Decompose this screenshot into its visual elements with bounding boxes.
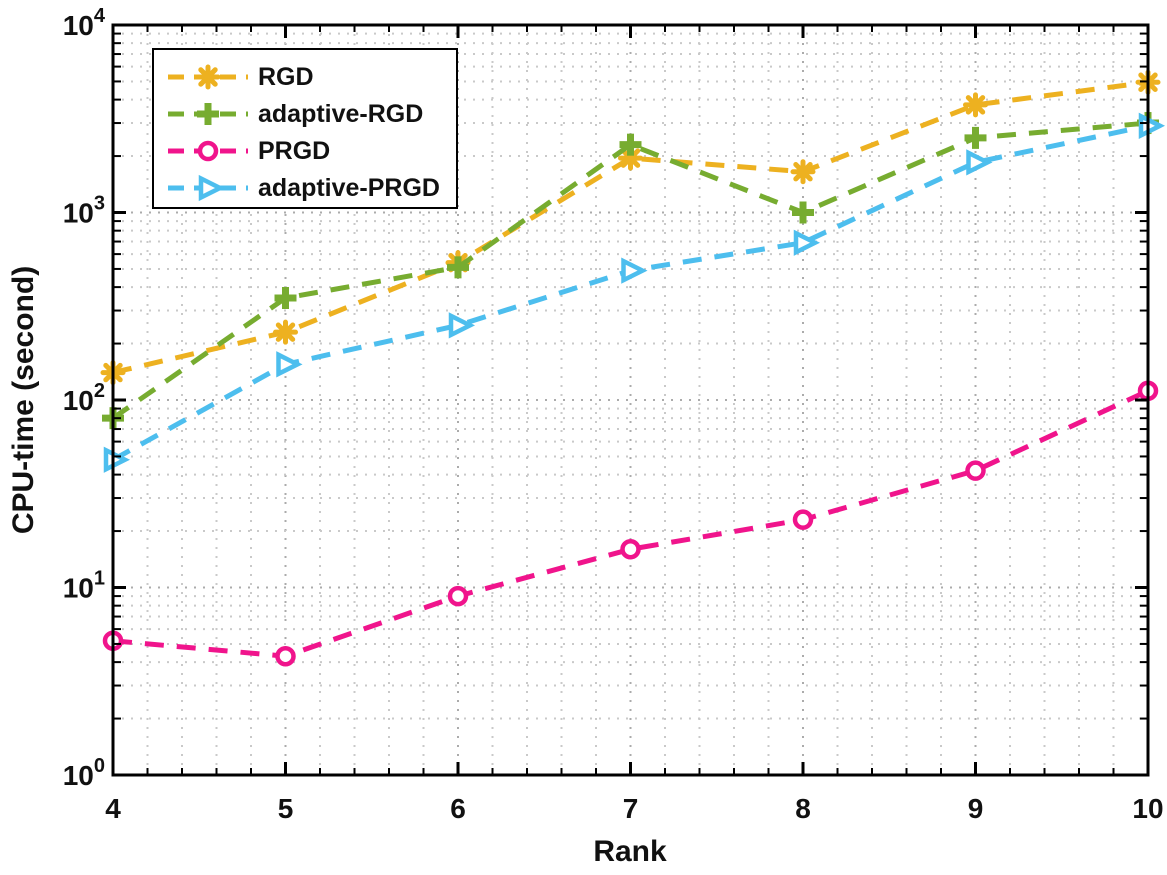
marker-triangle-right xyxy=(1138,112,1166,139)
marker-plus xyxy=(964,126,987,149)
legend-label: PRGD xyxy=(258,137,330,165)
x-tick-label: 8 xyxy=(795,793,811,824)
legend-item-rgd: RGD xyxy=(168,63,314,91)
y-tick-label: 103 xyxy=(63,193,105,229)
marker-plus xyxy=(792,201,814,224)
x-axis-label: Rank xyxy=(593,835,667,868)
marker-triangle-right xyxy=(793,229,821,256)
marker-circle xyxy=(620,538,641,560)
marker-asterisk xyxy=(963,92,988,118)
marker-plus xyxy=(619,133,642,156)
marker-circle xyxy=(275,645,296,667)
y-axis-label: CPU-time (second) xyxy=(7,266,40,534)
y-tick-label: 104 xyxy=(63,5,106,41)
legend: RGD adaptive-RGD PRGD adaptive-PRGD xyxy=(152,48,458,209)
marker-circle xyxy=(197,140,219,162)
marker-triangle-right xyxy=(276,351,303,378)
legend-label: adaptive-PRGD xyxy=(258,174,440,202)
legend-label: adaptive-RGD xyxy=(258,100,423,128)
marker-circle xyxy=(792,509,814,530)
y-tick-label: 101 xyxy=(63,568,105,604)
marker-asterisk xyxy=(195,64,221,90)
marker-triangle-right xyxy=(966,149,993,176)
marker-triangle-right xyxy=(198,174,226,202)
series-adaptive-prgd xyxy=(103,112,1166,473)
marker-asterisk xyxy=(790,159,816,185)
x-tick-label: 10 xyxy=(1132,793,1163,824)
marker-plus xyxy=(447,256,469,279)
marker-triangle-right xyxy=(621,257,648,284)
axes-layer xyxy=(111,23,1150,777)
legend-item-adaptive-rgd: adaptive-RGD xyxy=(168,100,423,128)
legend-label: RGD xyxy=(258,63,314,91)
marker-triangle-right xyxy=(103,446,131,473)
series-prgd xyxy=(102,380,1159,667)
marker-plus xyxy=(197,103,219,125)
marker-triangle-right xyxy=(448,312,476,339)
marker-circle xyxy=(447,585,469,607)
x-tick-label: 9 xyxy=(968,793,984,824)
y-tick-label: 100 xyxy=(63,755,105,791)
x-tick-label: 5 xyxy=(278,793,294,824)
x-tick-label: 4 xyxy=(105,793,121,824)
legend-item-prgd: PRGD xyxy=(168,137,330,165)
x-tick-label: 6 xyxy=(450,793,466,824)
x-tick-label: 7 xyxy=(623,793,639,824)
marker-asterisk xyxy=(273,319,298,345)
y-tick-label: 102 xyxy=(63,380,105,416)
legend-item-adaptive-prgd: adaptive-PRGD xyxy=(168,174,440,202)
marker-circle xyxy=(965,460,986,481)
marker-plus xyxy=(274,286,297,309)
